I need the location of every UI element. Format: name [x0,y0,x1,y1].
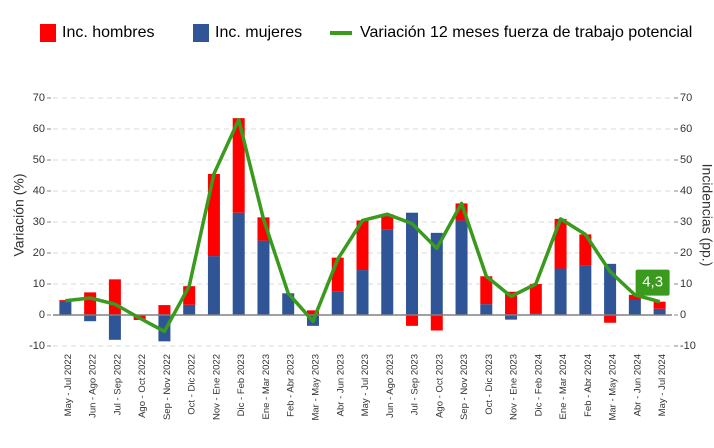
bar [653,301,666,309]
y2-tick-label: 50 [680,154,692,166]
y2-tick-label: 20 [680,247,692,259]
legend-swatch [40,24,56,42]
bar [356,220,369,271]
bar [257,240,270,315]
bar [59,301,72,315]
bar [529,284,542,314]
y2-tick-label: -10 [680,340,696,352]
x-tick-label: Mar - May 2023 [310,354,321,421]
x-tick-label: Ago - Oct 2023 [434,354,445,418]
bar [430,315,443,331]
bar [84,315,97,322]
legend-swatch [193,24,209,42]
x-tick-label: Ago - Oct 2022 [137,354,148,418]
legend-label: Inc. mujeres [215,24,302,41]
y2-tick-label: 30 [680,216,692,228]
bar [455,220,468,315]
bar [554,268,567,315]
y2-tick-label: 10 [680,278,692,290]
bar [529,313,542,315]
x-tick-label: Ene - Mar 2023 [261,354,272,419]
x-tick-label: Abr - Jun 2024 [632,354,643,416]
bar [158,305,171,315]
y2-tick-label: 60 [680,123,692,135]
bar [628,294,641,300]
bar [232,118,245,213]
x-tick-label: Jun - Ago 2022 [88,354,99,418]
x-tick-label: Dic - Feb 2024 [533,354,544,416]
y-axis-title: Variación (%) [11,174,27,257]
y-tick-label: 60 [33,123,45,135]
x-tick-label: Abr - Jun 2023 [335,354,346,416]
bar [628,299,641,315]
bar [381,214,394,230]
bar [505,291,518,315]
y-tick-label: 30 [33,216,45,228]
bar [579,234,592,266]
annotation-box [635,269,670,296]
x-tick-label: Feb - Abr 2023 [286,354,297,417]
y2-axis-title: Incidencias (pp.) [699,164,714,267]
x-tick-label: Sep - Nov 2023 [459,354,470,420]
x-tick-label: Jun - Ago 2023 [385,354,396,418]
bar [653,308,666,315]
bar [108,279,121,315]
bar [406,315,419,326]
bar [207,256,220,315]
x-tick-label: Oct - Dic 2022 [187,354,198,415]
bar [505,315,518,320]
x-tick-label: Nov - Ene 2023 [509,354,520,420]
x-tick-label: Dic - Feb 2023 [236,354,247,416]
x-tick-label: Jul - Sep 2023 [410,354,421,415]
bar [108,315,121,340]
y-tick-label: 50 [33,154,45,166]
x-tick-label: Ene - Mar 2024 [558,354,569,419]
bar [306,310,319,315]
bar [356,270,369,315]
y-tick-label: 20 [33,247,45,259]
y-tick-label: 10 [33,278,45,290]
bar [406,212,419,315]
y-tick-label: 70 [33,92,45,104]
x-tick-label: May - Jul 2023 [360,354,371,416]
bar [59,300,72,302]
y2-tick-label: 40 [680,185,692,197]
x-tick-label: Oct - Dic 2023 [484,354,495,415]
bar [480,304,493,315]
x-tick-label: Sep - Nov 2022 [162,354,173,420]
line [65,117,661,334]
x-tick-label: Mar - May 2024 [608,354,619,421]
bar [430,232,443,315]
x-tick-label: May - Jul 2022 [63,354,74,416]
x-tick-label: May - Jul 2024 [657,354,668,416]
legend-label: Inc. hombres [62,24,154,41]
bar [232,212,245,315]
x-tick-label: Feb - Abr 2024 [583,354,594,417]
legend-label: Variación 12 meses fuerza de trabajo pot… [360,24,692,41]
bar [381,229,394,315]
annotation-label: 4,3 [642,274,663,291]
y-tick-label: 40 [33,185,45,197]
bar [480,276,493,305]
y2-tick-label: 70 [680,92,692,104]
bar [84,292,97,315]
bar [579,265,592,315]
bar [604,315,617,323]
x-tick-label: Nov - Ene 2022 [211,354,222,420]
bar [183,304,196,315]
bar [331,291,344,315]
y-tick-label: -10 [29,340,45,352]
y2-tick-label: 0 [680,309,686,321]
x-tick-label: Jul - Sep 2022 [112,354,123,415]
y-tick-label: 0 [39,309,45,321]
